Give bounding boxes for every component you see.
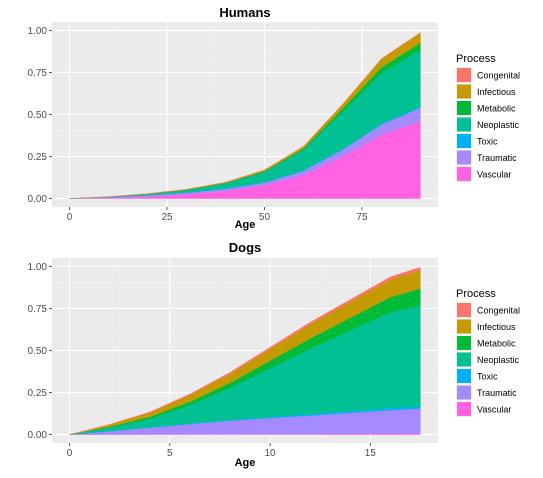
chart-title: Dogs bbox=[229, 240, 262, 255]
x-tick-label: 5 bbox=[167, 448, 173, 459]
y-tick-label: 1.00 bbox=[28, 26, 48, 37]
chart-panel-1: Dogs 0.00 0.25 0.50 0.75 1.00 0 5 10 15 Age Process… bbox=[28, 240, 521, 469]
legend-item-metabolic: Metabolic bbox=[456, 100, 516, 116]
x-tick-label: 75 bbox=[356, 212, 368, 223]
legend-label: Neoplastic bbox=[477, 120, 520, 130]
legend-key-swatch bbox=[457, 167, 471, 181]
x-tick-label: 0 bbox=[67, 448, 73, 459]
y-tick-label: 0.00 bbox=[28, 194, 48, 205]
legend-label: Metabolic bbox=[477, 104, 516, 114]
legend-title: Process bbox=[456, 53, 496, 65]
stacked-areas bbox=[69, 267, 421, 435]
legend-label: Traumatic bbox=[477, 388, 517, 398]
x-tick-label: 0 bbox=[67, 212, 73, 223]
legend-key-swatch bbox=[457, 134, 471, 148]
legend-item-metabolic: Metabolic bbox=[456, 335, 516, 351]
legend-key-swatch bbox=[457, 385, 471, 400]
legend-label: Traumatic bbox=[477, 153, 517, 163]
legend-key-swatch bbox=[457, 336, 471, 350]
legend-item-traumatic: Traumatic bbox=[456, 384, 517, 401]
x-tick-label: 15 bbox=[365, 448, 377, 459]
x-axis-label: Age bbox=[235, 219, 256, 231]
legend-key-swatch bbox=[457, 117, 471, 132]
y-tick-label: 0.25 bbox=[28, 152, 48, 163]
x-axis: 0 25 50 75 bbox=[67, 207, 368, 223]
chart-panel-0: Humans 0.00 0.25 0.50 0.75 1.00 0 25 50 75 Age Proc… bbox=[28, 5, 521, 231]
y-tick-label: 0.75 bbox=[28, 68, 48, 79]
legend-key-swatch bbox=[457, 150, 471, 165]
area-series-congenital bbox=[69, 32, 421, 199]
legend-key-swatch bbox=[457, 68, 471, 82]
area-series-congenital bbox=[69, 267, 421, 435]
chart-title: Humans bbox=[219, 5, 270, 20]
legend-item-vascular: Vascular bbox=[456, 166, 511, 182]
legend-item-congenital: Congenital bbox=[456, 302, 520, 318]
legend-label: Neoplastic bbox=[477, 355, 520, 365]
legend-item-congenital: Congenital bbox=[456, 67, 520, 83]
x-axis-label: Age bbox=[235, 457, 256, 469]
legend: Process Congenital Infectious Metabolic Neop… bbox=[456, 288, 520, 417]
x-tick-label: 25 bbox=[161, 212, 173, 223]
legend-label: Congenital bbox=[477, 306, 520, 316]
legend-item-neoplastic: Neoplastic bbox=[456, 116, 520, 133]
legend-label: Congenital bbox=[477, 71, 520, 81]
y-tick-label: 0.50 bbox=[28, 110, 48, 121]
legend-item-neoplastic: Neoplastic bbox=[456, 351, 520, 368]
y-axis: 0.00 0.25 0.50 0.75 1.00 bbox=[28, 262, 52, 441]
legend: Process Congenital Infectious Metabolic Neop… bbox=[456, 53, 520, 182]
legend-label: Infectious bbox=[477, 322, 516, 332]
legend-label: Toxic bbox=[477, 372, 498, 382]
legend-label: Vascular bbox=[477, 170, 511, 180]
legend-item-vascular: Vascular bbox=[456, 401, 511, 417]
y-tick-label: 0.75 bbox=[28, 304, 48, 315]
legend-item-infectious: Infectious bbox=[456, 83, 516, 100]
legend-key-swatch bbox=[457, 402, 471, 416]
legend-item-infectious: Infectious bbox=[456, 318, 516, 335]
legend-item-toxic: Toxic bbox=[456, 133, 498, 149]
legend-key-swatch bbox=[457, 303, 471, 317]
x-tick-label: 10 bbox=[265, 448, 277, 459]
legend-key-swatch bbox=[457, 101, 471, 115]
legend-key-swatch bbox=[457, 352, 471, 367]
legend-label: Vascular bbox=[477, 405, 511, 415]
y-tick-label: 0.50 bbox=[28, 346, 48, 357]
y-axis: 0.00 0.25 0.50 0.75 1.00 bbox=[28, 26, 52, 205]
legend-item-toxic: Toxic bbox=[456, 368, 498, 384]
legend-label: Infectious bbox=[477, 87, 516, 97]
legend-label: Toxic bbox=[477, 137, 498, 147]
legend-key-swatch bbox=[457, 369, 471, 383]
x-tick-label: 50 bbox=[259, 212, 271, 223]
legend-key-swatch bbox=[457, 84, 471, 99]
y-tick-label: 0.00 bbox=[28, 430, 48, 441]
legend-item-traumatic: Traumatic bbox=[456, 149, 517, 166]
x-axis: 0 5 10 15 bbox=[67, 443, 377, 459]
legend-key-swatch bbox=[457, 319, 471, 334]
legend-label: Metabolic bbox=[477, 339, 516, 349]
y-tick-label: 1.00 bbox=[28, 262, 48, 273]
y-tick-label: 0.25 bbox=[28, 388, 48, 399]
legend-title: Process bbox=[456, 288, 496, 300]
stacked-areas bbox=[69, 32, 421, 199]
